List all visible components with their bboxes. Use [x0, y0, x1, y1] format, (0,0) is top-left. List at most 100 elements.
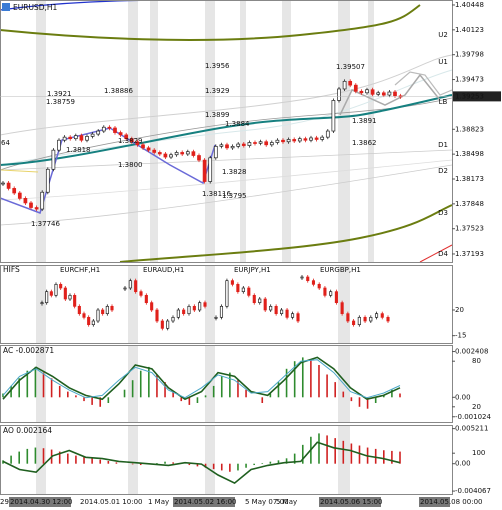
candle-body	[166, 320, 170, 329]
y-tick-label: 0.005211	[455, 425, 488, 433]
candle-body	[45, 168, 50, 193]
x-tick-label: 2014.04.30 12:00	[10, 498, 72, 506]
candle-body	[281, 139, 285, 143]
candle-body	[101, 126, 106, 132]
candle-body	[280, 309, 284, 315]
y-tick-label: 1.37193	[455, 250, 484, 258]
level-label: LB	[439, 98, 448, 106]
y-tick-label: 0.00	[455, 460, 471, 468]
candle-body	[128, 280, 132, 289]
y-tick-label: 100	[472, 449, 485, 457]
candle-body	[252, 294, 256, 304]
panel-title: AC -0.002871	[3, 346, 54, 355]
candle-body	[82, 313, 86, 318]
level-label: D4	[438, 250, 448, 258]
candle-body	[381, 92, 386, 96]
candle-body	[331, 100, 336, 132]
x-tick-label: 29	[0, 498, 9, 506]
candle-body	[96, 130, 101, 135]
candle-body	[369, 316, 373, 322]
candle-body	[174, 152, 179, 156]
candle-body	[191, 151, 196, 156]
y-tick-label: 1.38173	[455, 175, 484, 183]
price-annotation: 1.3891	[352, 117, 377, 125]
candle-body	[198, 302, 202, 311]
candle-body	[269, 142, 274, 146]
candle-body	[386, 316, 390, 322]
candle-body	[90, 133, 95, 137]
x-tick-label: 2014.05.06 15:00	[320, 498, 382, 506]
candle-body	[197, 155, 201, 161]
price-annotation: 1.38759	[46, 98, 75, 106]
candle-body	[214, 316, 218, 319]
time-label-bg	[319, 497, 381, 507]
candle-body	[54, 283, 58, 296]
candle-body	[264, 141, 269, 146]
candle-body	[40, 191, 45, 210]
price-annotation: 1.3800	[118, 161, 143, 169]
candle-body	[230, 145, 235, 149]
price-annotation: 1.3929	[205, 87, 230, 95]
y-tick-label: 1.37848	[455, 200, 484, 208]
indicator-lines	[0, 0, 453, 263]
chart-title: EURUSD,H1	[13, 3, 57, 12]
last-price-box	[453, 91, 501, 102]
candle-body	[34, 207, 39, 210]
candle-body	[236, 143, 241, 147]
candle-body	[387, 91, 392, 96]
y-tick-label: 80	[472, 357, 481, 365]
candle-body	[124, 134, 129, 140]
candle-body	[1, 182, 5, 185]
candle-body	[300, 276, 304, 279]
series-label: EURAUD,H1	[143, 266, 184, 274]
y-tick-label: 0.00	[455, 393, 471, 401]
price-annotation: 1.3862	[352, 139, 377, 147]
y-tick-label: 1.37523	[455, 225, 484, 233]
y-tick-label: 1.38498	[455, 150, 484, 158]
candle-body	[77, 305, 81, 315]
candle-body	[182, 309, 186, 315]
candle-body	[314, 137, 319, 140]
candle-body	[176, 309, 180, 318]
candle-body	[325, 130, 330, 138]
x-tick-label: 5 May	[276, 498, 297, 506]
candle-body	[225, 280, 229, 307]
candle-body	[68, 294, 72, 300]
indicator-line	[2, 359, 401, 399]
candle-body	[73, 135, 78, 140]
indicator-line	[2, 356, 401, 401]
price-annotation: 1.3829	[118, 137, 143, 145]
y-tick-label: 1.40448	[455, 1, 484, 9]
candle-body	[359, 90, 364, 94]
candle-body	[219, 144, 224, 147]
x-tick-label: 1 May	[148, 498, 169, 506]
candle-body	[317, 283, 321, 289]
candle-body	[169, 154, 173, 158]
level-label: D3	[438, 209, 448, 217]
candle-body	[290, 313, 295, 318]
candle-body	[346, 313, 350, 322]
candle-body	[208, 157, 213, 182]
candle-body	[374, 313, 379, 318]
price-annotation: 1.3956	[205, 62, 230, 70]
candle-body	[79, 135, 84, 141]
candle-body	[23, 198, 28, 204]
candle-body	[393, 91, 397, 97]
candle-body	[6, 182, 11, 189]
candle-body	[118, 132, 123, 136]
symbol-icon	[2, 3, 10, 11]
candle-body	[340, 302, 344, 315]
candle-body	[68, 136, 73, 140]
candle-body	[275, 139, 280, 143]
candle-body	[29, 202, 33, 208]
candle-body	[241, 143, 246, 146]
candle-body	[286, 139, 291, 143]
candle-body	[376, 92, 381, 95]
candle-body	[49, 291, 53, 296]
price-annotation: 1.37746	[31, 220, 60, 228]
candle-body	[258, 141, 263, 144]
price-annotation: 1.3884	[225, 120, 250, 128]
price-annotation: 1.38886	[104, 87, 133, 95]
candle-body	[297, 138, 302, 142]
